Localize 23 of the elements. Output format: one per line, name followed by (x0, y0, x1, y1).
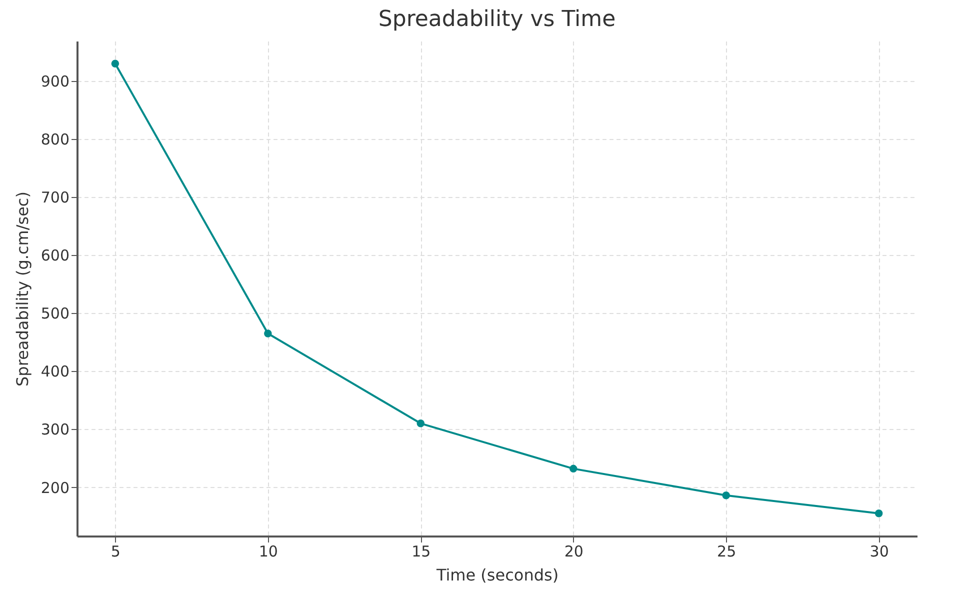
point (264, 330, 272, 338)
y-tick-label: 600 (40, 246, 70, 265)
y-axis-title: Spreadability (g.cm/sec) (12, 192, 32, 386)
point (416, 420, 425, 428)
x-tick-label: 20 (564, 542, 584, 560)
chart-title: Spreadability vs Time (378, 7, 616, 32)
point (874, 510, 883, 518)
y-tick-label: 300 (40, 420, 70, 439)
x-tick-label: 30 (870, 542, 889, 560)
x-tick-label: 10 (258, 542, 278, 560)
y-tick-label: 800 (40, 130, 70, 149)
x-axis-title: Time (seconds) (435, 566, 559, 584)
point (569, 464, 578, 473)
y-tick-label: 500 (40, 304, 70, 323)
x-tick-label: 5 (110, 542, 120, 560)
y-tick-label: 700 (40, 188, 70, 207)
x-tick-label: 25 (717, 542, 736, 560)
y-tick-label: 400 (40, 362, 70, 381)
y-tick-label: 200 (40, 478, 70, 497)
x-tick-label: 15 (412, 542, 431, 560)
point (722, 492, 730, 500)
y-tick-label: 900 (40, 72, 70, 91)
point (111, 60, 120, 68)
